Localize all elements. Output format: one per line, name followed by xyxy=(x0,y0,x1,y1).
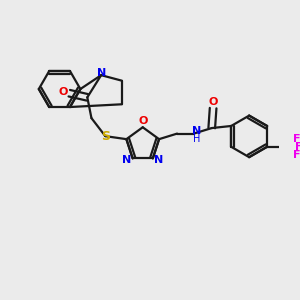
Text: N: N xyxy=(154,155,164,165)
Text: O: O xyxy=(208,97,218,107)
Text: N: N xyxy=(192,126,201,136)
Text: O: O xyxy=(58,87,68,97)
Text: N: N xyxy=(97,68,106,78)
Text: F: F xyxy=(292,134,300,144)
Text: F: F xyxy=(295,142,300,152)
Text: S: S xyxy=(101,130,110,143)
Text: H: H xyxy=(193,134,200,144)
Text: F: F xyxy=(292,150,300,160)
Text: O: O xyxy=(138,116,147,126)
Text: N: N xyxy=(122,155,131,165)
